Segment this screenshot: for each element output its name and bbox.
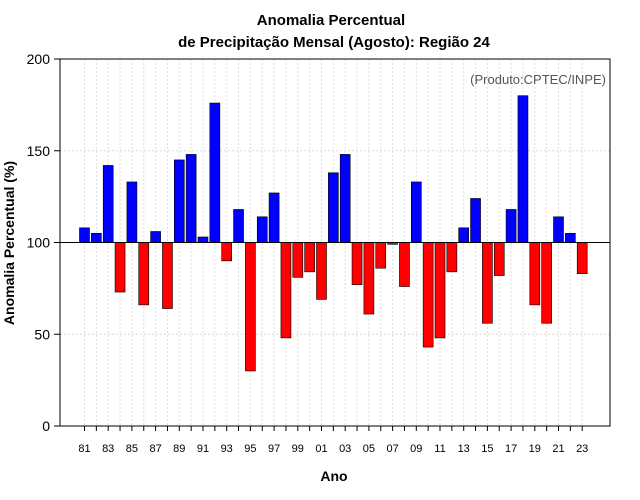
bar-82: [91, 233, 102, 243]
grid-lines: [60, 59, 610, 426]
bar-23: [576, 242, 588, 274]
y-axis: 0 50 100 150 200: [27, 51, 60, 434]
bar-85: [126, 181, 138, 243]
bar-81: [79, 227, 90, 243]
x-axis: 81 83 85 87 89 91 93 95 97 99 01 03 05 07 09 11 13 15 17 19…: [78, 426, 588, 455]
y-tick-label: 0: [42, 418, 50, 434]
bar-03: [339, 154, 351, 243]
bar-91: [197, 236, 209, 243]
bar-19: [529, 242, 541, 306]
bar-93: [221, 242, 232, 262]
bar-12: [446, 242, 458, 273]
x-tick-label: 07: [386, 443, 398, 455]
x-tick-label: 83: [102, 443, 114, 455]
bar-92: [209, 102, 221, 243]
x-tick-label: 87: [149, 443, 161, 455]
source-note: (Produto:CPTEC/INPE): [470, 72, 606, 87]
y-axis-label: Anomalia Percentual (%): [1, 161, 17, 325]
bar-13: [458, 227, 470, 243]
x-tick-label: 19: [529, 443, 541, 455]
x-tick-label: 09: [410, 443, 422, 455]
bar-01: [316, 242, 327, 300]
chart-subtitle: de Precipitação Mensal (Agosto): Região …: [178, 34, 490, 51]
y-tick-label: 100: [27, 235, 51, 251]
bar-11: [434, 242, 446, 339]
x-tick-label: 23: [576, 443, 588, 455]
x-tick-label: 95: [244, 443, 256, 455]
bars: [79, 95, 588, 372]
bar-04: [351, 242, 363, 286]
x-tick-label: 15: [481, 443, 493, 455]
x-tick-label: 91: [197, 443, 209, 455]
bar-95: [245, 242, 256, 372]
bar-10: [422, 242, 434, 348]
bar-22: [565, 233, 576, 243]
bar-86: [138, 242, 150, 306]
x-tick-label: 99: [292, 443, 304, 455]
x-tick-label: 89: [173, 443, 185, 455]
bar-89: [174, 159, 185, 243]
bar-18: [517, 95, 529, 243]
bar-15: [482, 242, 493, 324]
bar-20: [541, 242, 552, 324]
bar-17: [505, 209, 517, 243]
x-axis-label: Ano: [320, 468, 347, 484]
x-tick-label: 81: [78, 443, 90, 455]
bar-08: [399, 242, 410, 287]
y-tick-label: 200: [27, 51, 51, 67]
bar-84: [114, 242, 126, 293]
y-tick-label: 50: [34, 326, 50, 342]
x-tick-label: 21: [552, 443, 564, 455]
bar-90: [185, 154, 197, 243]
x-tick-label: 17: [505, 443, 517, 455]
x-tick-label: 13: [458, 443, 470, 455]
x-tick-label: 93: [221, 443, 233, 455]
bar-99: [292, 242, 304, 278]
bar-97: [268, 192, 280, 243]
bar-98: [280, 242, 292, 339]
x-tick-label: 97: [268, 443, 280, 455]
bar-88: [162, 242, 173, 309]
y-tick-label: 150: [27, 143, 51, 159]
bar-14: [470, 198, 481, 243]
bar-16: [493, 242, 505, 276]
x-tick-label: 01: [315, 443, 327, 455]
x-tick-label: 11: [434, 443, 445, 455]
x-tick-label: 85: [126, 443, 138, 455]
chart-title: Anomalia Percentual: [257, 12, 405, 29]
x-tick-label: 03: [339, 443, 351, 455]
bar-87: [150, 231, 161, 243]
bar-94: [233, 209, 244, 243]
bar-02: [328, 172, 339, 243]
bar-09: [410, 181, 422, 243]
x-tick-label: 05: [363, 443, 375, 455]
bar-00: [304, 242, 315, 273]
bar-05: [363, 242, 375, 315]
bar-06: [375, 242, 387, 269]
bar-21: [553, 216, 564, 243]
bar-96: [256, 216, 268, 243]
bar-83: [102, 165, 114, 243]
